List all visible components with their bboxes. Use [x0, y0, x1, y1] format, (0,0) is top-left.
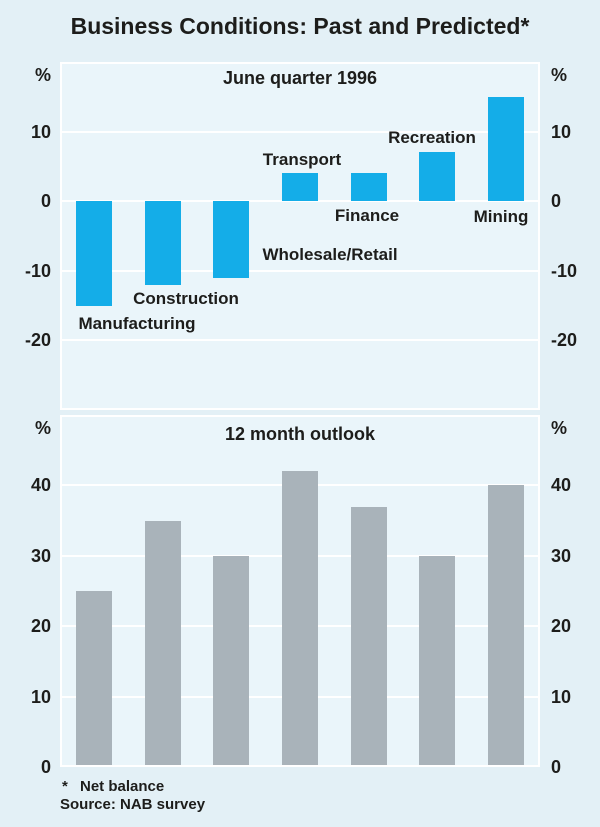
bar: [350, 173, 387, 202]
tick-label: 30: [551, 545, 572, 566]
category-label: Transport: [262, 150, 342, 169]
tick-label: 10: [551, 686, 572, 707]
category-label: Construction: [133, 289, 239, 308]
bar: [419, 555, 456, 765]
category-label: Finance: [334, 206, 400, 225]
tick-label: 0: [40, 191, 51, 212]
gridline: [60, 269, 540, 272]
tick-label: -20: [24, 330, 51, 351]
plot-area-june-quarter: [60, 62, 540, 410]
bar: [144, 201, 181, 285]
bar: [76, 591, 113, 765]
gridline: [60, 130, 540, 133]
tick-label: 30: [30, 545, 51, 566]
tick-label: 0: [40, 757, 51, 777]
tick-label: -20: [551, 330, 578, 351]
bar: [419, 152, 456, 202]
category-label: Manufacturing: [78, 314, 196, 333]
bar: [144, 520, 181, 765]
tick-label: 10: [30, 686, 51, 707]
bar: [213, 555, 250, 765]
figure-title: Business Conditions: Past and Predicted*: [70, 13, 530, 39]
gridline: [60, 200, 540, 203]
panel-title-june-quarter: June quarter 1996: [222, 68, 378, 88]
bar: [282, 471, 318, 765]
footnote-marker: *: [62, 778, 68, 795]
tick-label: 0: [551, 191, 562, 212]
tick-label: -10: [551, 260, 578, 281]
unit-label-top-right: %: [551, 65, 568, 85]
bar: [213, 201, 250, 278]
tick-label: 40: [551, 475, 572, 496]
panel-title-12-month-outlook: 12 month outlook: [225, 424, 375, 444]
tick-label: -10: [24, 260, 51, 281]
bar: [282, 173, 318, 202]
tick-label: 20: [551, 616, 572, 637]
footnote-text: Net balance: [80, 778, 165, 795]
unit-label-bottom-left: %: [34, 418, 51, 438]
tick-label: 10: [551, 121, 572, 142]
unit-label-bottom-right: %: [551, 418, 568, 438]
gridline: [60, 339, 540, 342]
tick-label: 0: [551, 757, 562, 777]
tick-label: 20: [30, 616, 51, 637]
category-label: Mining: [473, 207, 529, 226]
bar: [487, 96, 524, 202]
category-label: Recreation: [388, 128, 476, 147]
bar: [350, 506, 387, 765]
source-note: Source: NAB survey: [60, 796, 206, 813]
tick-label: 40: [30, 475, 51, 496]
unit-label-top-left: %: [34, 65, 51, 85]
category-label: Wholesale/Retail: [262, 245, 398, 264]
bar: [487, 485, 524, 765]
tick-label: 10: [30, 121, 51, 142]
bar: [76, 201, 113, 306]
